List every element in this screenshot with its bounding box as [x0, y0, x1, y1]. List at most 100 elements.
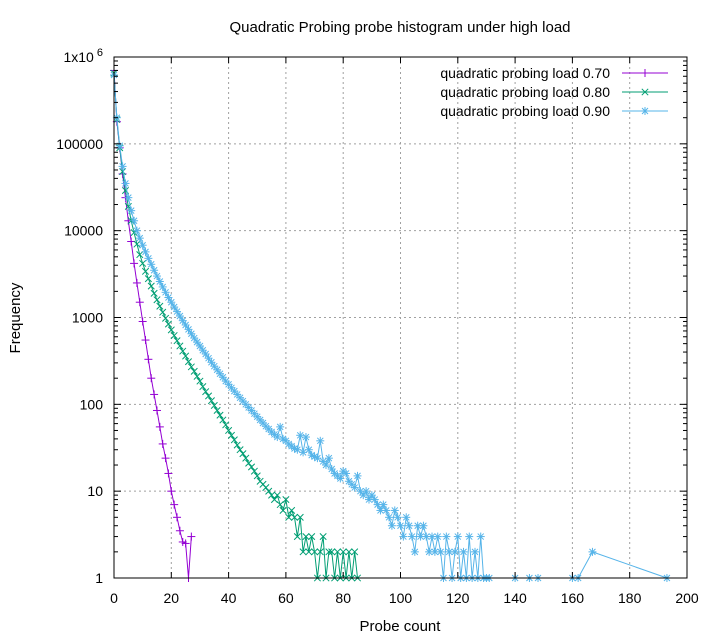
series-1	[110, 69, 362, 582]
data-point	[195, 341, 204, 350]
data-point	[362, 487, 371, 496]
data-point	[276, 422, 285, 431]
data-point	[170, 500, 179, 509]
data-point	[182, 352, 190, 360]
data-point	[152, 406, 161, 415]
data-point	[301, 433, 310, 442]
data-point	[465, 532, 474, 541]
series-2	[110, 71, 671, 582]
y-tick-label: 1x10 6	[63, 47, 103, 65]
data-point	[588, 547, 597, 556]
data-point	[436, 547, 445, 556]
data-point	[225, 426, 233, 435]
data-point	[310, 548, 319, 556]
data-point	[155, 277, 164, 286]
data-point	[161, 288, 170, 297]
x-tick-label: 100	[389, 590, 413, 606]
data-point	[135, 234, 144, 243]
data-point	[173, 307, 182, 316]
data-point	[253, 472, 261, 480]
data-point	[187, 329, 196, 338]
data-point	[279, 506, 287, 514]
data-point	[138, 317, 147, 326]
data-point	[442, 532, 451, 541]
data-point	[119, 167, 127, 176]
data-point	[450, 547, 459, 556]
data-point	[164, 320, 172, 328]
data-point	[150, 390, 159, 399]
y-tick-label: 10	[87, 483, 103, 499]
data-point	[196, 377, 204, 385]
data-point	[115, 141, 124, 150]
data-point	[239, 450, 247, 458]
data-point	[276, 501, 284, 509]
data-point	[327, 465, 336, 474]
data-point	[147, 282, 155, 290]
data-point	[399, 532, 408, 541]
data-point	[453, 532, 462, 541]
data-point	[124, 193, 133, 202]
data-point	[193, 372, 201, 380]
data-point	[245, 459, 253, 467]
data-point	[175, 312, 184, 321]
data-point	[167, 298, 176, 307]
data-point	[132, 226, 141, 235]
grid	[114, 57, 687, 578]
data-point	[138, 241, 147, 250]
legend-marker	[641, 69, 649, 77]
data-point	[393, 513, 402, 522]
data-point	[227, 431, 236, 439]
data-point	[262, 484, 270, 492]
x-tick-label: 180	[618, 590, 642, 606]
data-point	[130, 259, 139, 268]
data-point	[202, 388, 210, 396]
data-point	[313, 454, 322, 463]
data-point	[158, 439, 167, 448]
data-point	[351, 548, 359, 556]
x-tick-label: 40	[221, 590, 237, 606]
data-point	[322, 461, 331, 470]
data-point	[250, 467, 258, 475]
data-point	[213, 406, 221, 415]
x-tick-label: 80	[335, 590, 351, 606]
data-point	[387, 521, 396, 530]
data-point	[179, 347, 187, 355]
series-line	[113, 74, 668, 579]
data-point	[207, 397, 215, 405]
data-point	[136, 251, 144, 259]
data-point	[333, 548, 342, 556]
data-point	[132, 278, 141, 287]
data-point	[325, 548, 333, 556]
data-point	[167, 326, 175, 334]
x-tick-label: 0	[110, 590, 118, 606]
data-point	[178, 316, 187, 325]
x-tick-label: 60	[278, 590, 294, 606]
data-point	[181, 539, 190, 548]
data-point	[324, 454, 333, 463]
data-point	[336, 474, 345, 483]
data-point	[204, 354, 213, 363]
data-point	[210, 362, 219, 371]
y-tick-label: 1000	[72, 310, 103, 326]
data-point	[288, 506, 296, 514]
x-tick-label: 20	[164, 590, 180, 606]
data-point	[328, 548, 336, 556]
data-point	[184, 358, 193, 366]
data-point	[216, 411, 224, 419]
data-point	[316, 548, 324, 556]
y-tick-label: 10000	[64, 223, 103, 239]
data-point	[296, 513, 304, 521]
data-point	[121, 179, 130, 188]
data-point	[141, 247, 150, 256]
data-point	[476, 532, 485, 541]
data-point	[173, 337, 181, 345]
data-point	[285, 513, 293, 521]
data-point	[162, 314, 170, 322]
data-point	[219, 416, 227, 424]
data-point	[345, 548, 353, 556]
data-point	[147, 374, 156, 383]
data-point	[155, 422, 164, 431]
data-point	[247, 463, 256, 471]
x-tick-label: 160	[561, 590, 585, 606]
